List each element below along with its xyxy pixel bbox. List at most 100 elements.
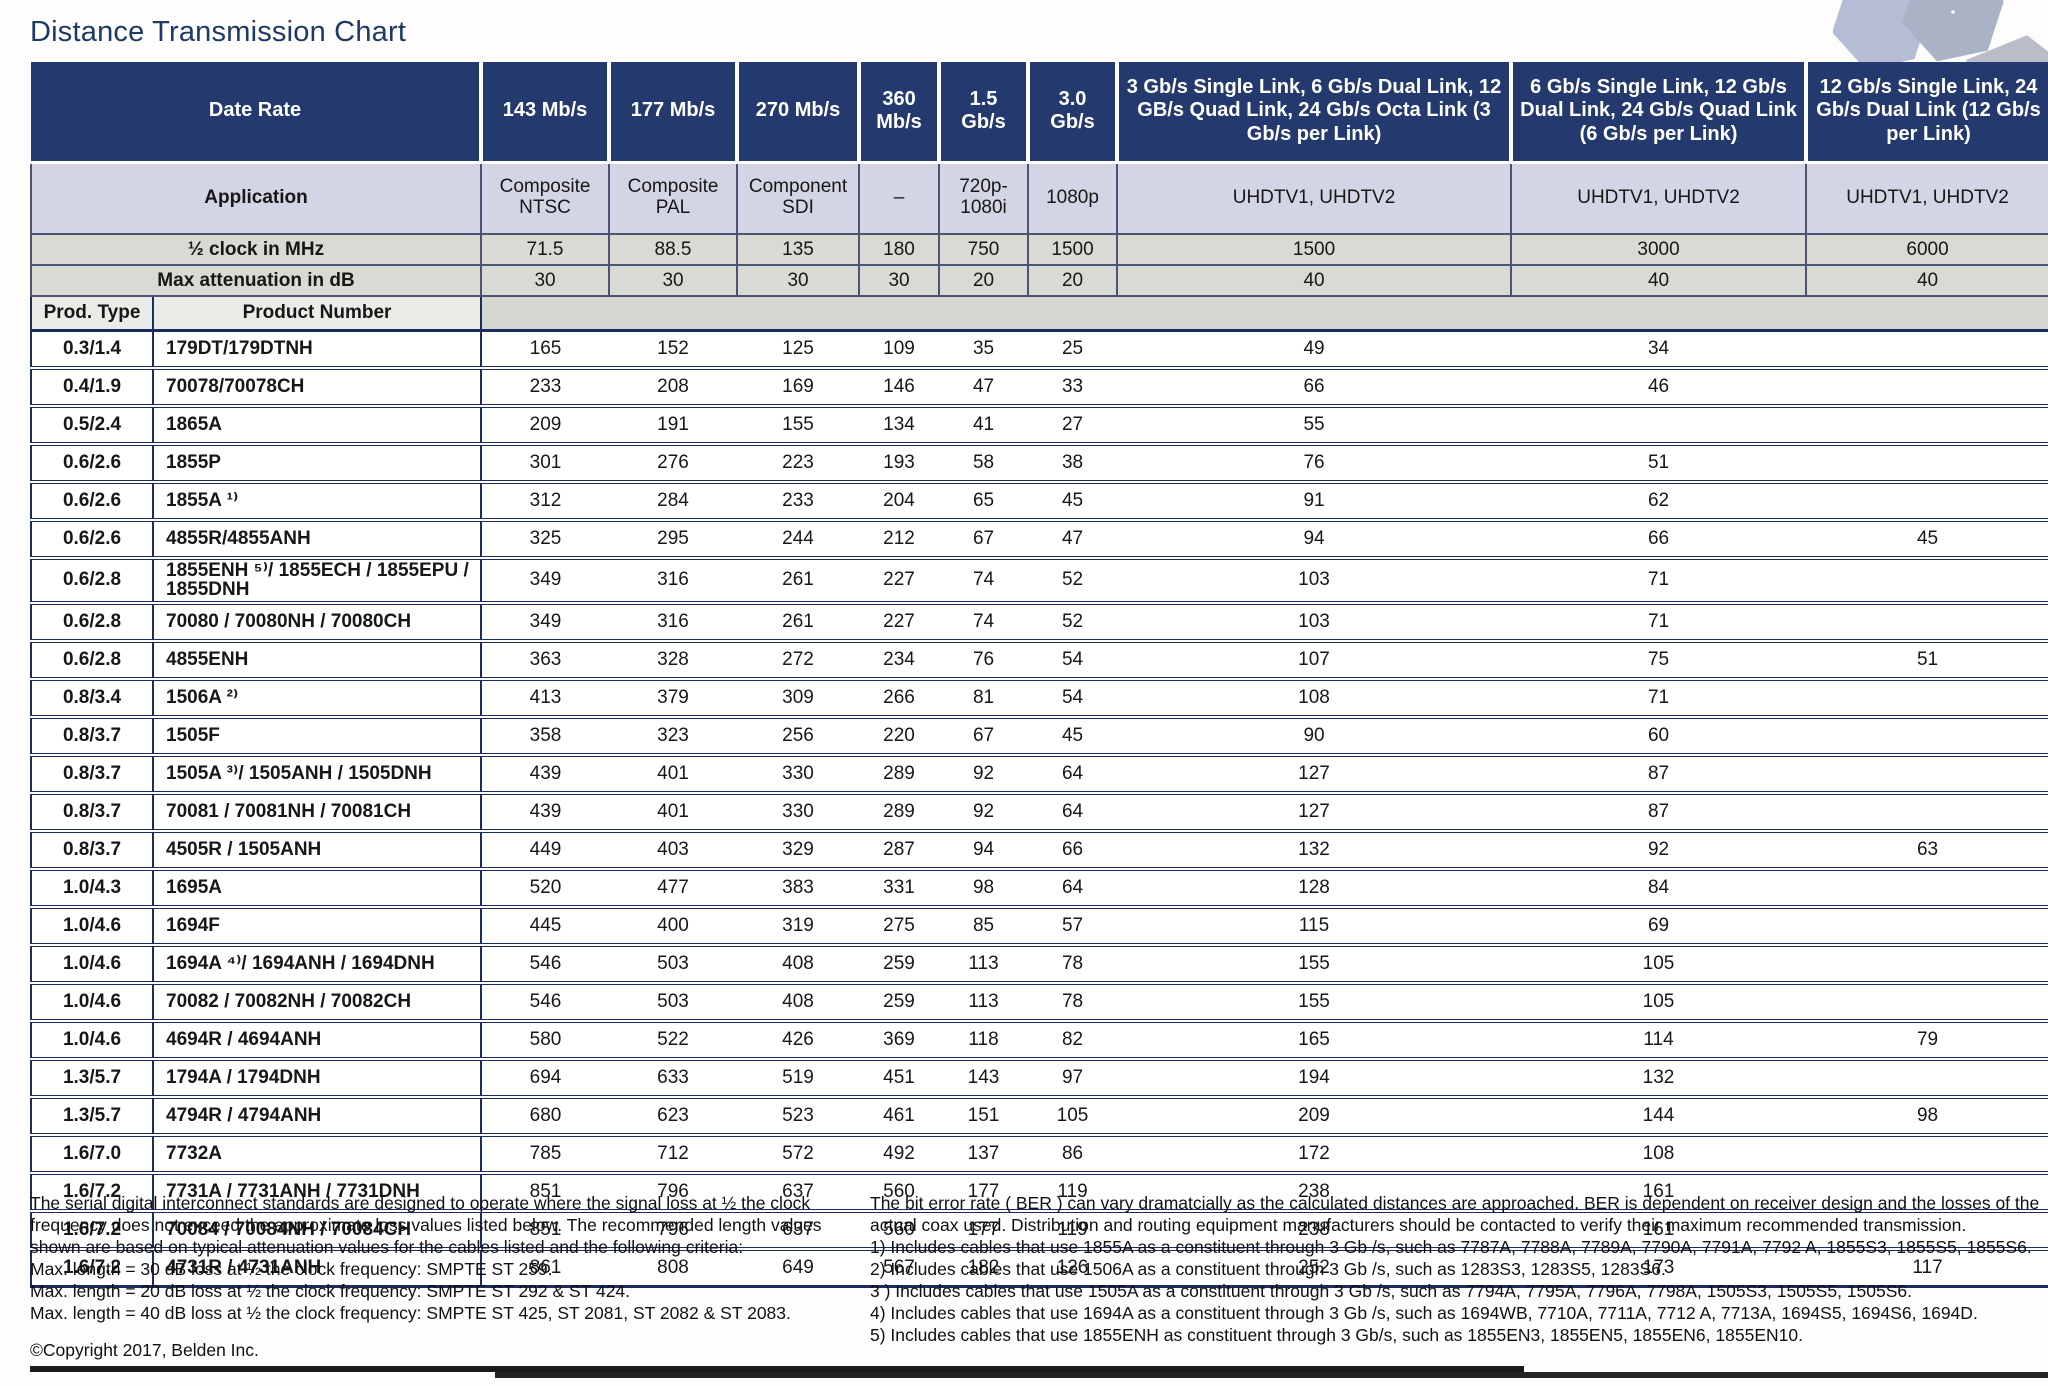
table-row: 0.4/1.9 70078/70078CH 233 208 169 146 47 33 66 46 xyxy=(30,367,2048,408)
data-rate-header-cell: 6 Gb/s Single Link, 12 Gb/s Dual Link, 2… xyxy=(1511,62,1809,162)
table-row: 1.6/7.2 4731R / 4731ANH 861 808 649 567 182 126… xyxy=(30,1249,2048,1289)
max-attenuation-cell: 20 xyxy=(1027,264,1119,297)
product-number-cell: 1855P xyxy=(153,443,483,484)
distance-value-cell: 75 xyxy=(1511,641,1807,682)
distance-value-cell: 91 xyxy=(1117,481,1512,522)
distance-value-cell: 49 xyxy=(1117,330,1512,370)
distance-value-cell: 90 xyxy=(1117,717,1512,758)
distance-value-cell xyxy=(1806,443,2048,484)
distance-value-cell: 191 xyxy=(609,405,738,446)
numbered-footnote-lines: 1) Includes cables that use 1855A as a c… xyxy=(870,1236,2044,1346)
table-row: 0.8/3.7 1505A ³⁾/ 1505ANH / 1505DNH 439 401… xyxy=(30,755,2048,796)
distance-value-cell: 401 xyxy=(609,755,738,796)
distance-value-cell: 94 xyxy=(939,831,1029,872)
distance-value-cell: 161 xyxy=(1511,1173,1807,1214)
data-rate-header-cell: 270 Mb/s xyxy=(737,62,862,162)
distance-value-cell: 51 xyxy=(1511,443,1807,484)
max-attenuation-cell: 30 xyxy=(608,264,739,297)
distance-value-cell: 78 xyxy=(1028,945,1118,986)
max-attenuation-cell: 40 xyxy=(1116,264,1513,297)
half-clock-cell: 1500 xyxy=(1116,233,1513,266)
distance-value-cell: 477 xyxy=(609,869,738,910)
prod-type-cell: 0.6/2.8 xyxy=(30,557,154,606)
distance-value-cell: 66 xyxy=(1511,519,1807,560)
distance-value-cell: 125 xyxy=(737,330,860,370)
distance-value-cell: 165 xyxy=(1117,1021,1512,1062)
table-row: 1.0/4.6 70082 / 70082NH / 70082CH 546 503 40… xyxy=(30,983,2048,1024)
max-attenuation-row: Max attenuation in dB 30 30 30 30 20 20 40 40 40 xyxy=(29,264,2048,297)
distance-value-cell: 79 xyxy=(1806,1021,2048,1062)
product-number-cell: 1505A ³⁾/ 1505ANH / 1505DNH xyxy=(153,755,483,796)
prod-type-cell: 0.6/2.6 xyxy=(30,519,154,560)
prod-type-cell: 0.6/2.6 xyxy=(30,481,154,522)
distance-value-cell: 256 xyxy=(737,717,860,758)
half-clock-cell: 750 xyxy=(938,233,1030,266)
distance-value-cell: 785 xyxy=(481,1135,610,1176)
distance-value-cell: 400 xyxy=(609,907,738,948)
distance-value-cell: 330 xyxy=(737,755,860,796)
distance-value-cell: 134 xyxy=(859,405,940,446)
prod-type-cell: 0.5/2.4 xyxy=(30,405,154,446)
distance-value-cell: 694 xyxy=(481,1059,610,1100)
distance-value-cell: 177 xyxy=(939,1211,1029,1252)
distance-value-cell: 209 xyxy=(481,405,610,446)
table-row: 1.6/7.0 7732A 785 712 572 492 137 86 172 108 xyxy=(30,1135,2048,1176)
max-attenuation-cell: 30 xyxy=(480,264,611,297)
prod-type-cell: 0.6/2.8 xyxy=(30,603,154,644)
product-number-cell: 4855R/4855ANH xyxy=(153,519,483,560)
table-row: 1.6/7.2 7731A / 7731ANH / 7731DNH 851 796 63… xyxy=(30,1173,2048,1214)
distance-value-cell: 223 xyxy=(737,443,860,484)
distance-value-cell: 289 xyxy=(859,755,940,796)
table-row: 1.0/4.6 4694R / 4694ANH 580 522 426 369 118 82 1… xyxy=(30,1021,2048,1062)
distance-value-cell: 103 xyxy=(1117,603,1512,644)
product-number-cell: 1694F xyxy=(153,907,483,948)
prod-type-cell: 1.0/4.3 xyxy=(30,869,154,910)
table-row: 1.0/4.6 1694A ⁴⁾/ 1694ANH / 1694DNH 546 503… xyxy=(30,945,2048,986)
distance-value-cell: 546 xyxy=(481,983,610,1024)
distance-value-cell: 27 xyxy=(1028,405,1118,446)
table-row: 1.0/4.3 1695A 520 477 383 331 98 64 128 84 xyxy=(30,869,2048,910)
table-row: 0.6/2.8 4855ENH 363 328 272 234 76 54 107 75 51 xyxy=(30,641,2048,682)
distance-value-cell: 94 xyxy=(1117,519,1512,560)
distance-value-cell: 45 xyxy=(1028,481,1118,522)
distance-value-cell: 66 xyxy=(1028,831,1118,872)
distance-value-cell: 182 xyxy=(939,1249,1029,1289)
distance-value-cell: 118 xyxy=(939,1021,1029,1062)
distance-value-cell: 52 xyxy=(1028,557,1118,606)
product-number-cell: 70078/70078CH xyxy=(153,367,483,408)
distance-value-cell: 119 xyxy=(1028,1173,1118,1214)
distance-value-cell xyxy=(1806,481,2048,522)
max-attenuation-cell: 20 xyxy=(938,264,1030,297)
data-rate-label: Date Rate xyxy=(31,62,484,162)
distance-value-cell: 76 xyxy=(939,641,1029,682)
application-cell: 720p- 1080i xyxy=(938,160,1030,235)
data-rate-header-row: Date Rate 143 Mb/s 177 Mb/s 270 Mb/s 360 Mb… xyxy=(31,62,2048,162)
footnotes-left: The serial digital interconnect standard… xyxy=(30,1192,842,1361)
max-attenuation-cell: 30 xyxy=(858,264,941,297)
max-attenuation-label: Max attenuation in dB xyxy=(29,264,483,297)
distance-value-cell: 272 xyxy=(737,641,860,682)
numbered-footnote-line: 2) Includes cables that use 1506A as a c… xyxy=(870,1259,1666,1280)
distance-value-cell: 522 xyxy=(609,1021,738,1062)
distance-value-cell: 238 xyxy=(1117,1173,1512,1214)
distance-value-cell: 220 xyxy=(859,717,940,758)
distance-value-cell: 523 xyxy=(737,1097,860,1138)
distance-value-cell: 861 xyxy=(481,1249,610,1289)
prod-type-cell: 0.8/3.7 xyxy=(30,831,154,872)
product-number-header: Product Number xyxy=(151,296,483,332)
distance-value-cell: 227 xyxy=(859,557,940,606)
distance-value-cell: 316 xyxy=(609,557,738,606)
distance-value-cell: 449 xyxy=(481,831,610,872)
data-rate-header-cell: 3.0 Gb/s xyxy=(1028,62,1120,162)
distance-value-cell: 69 xyxy=(1511,907,1807,948)
distance-value-cell: 520 xyxy=(481,869,610,910)
distance-value-cell xyxy=(1806,983,2048,1024)
distance-value-cell: 71 xyxy=(1511,679,1807,720)
product-number-cell: 1694A ⁴⁾/ 1694ANH / 1694DNH xyxy=(153,945,483,986)
distance-value-cell: 413 xyxy=(481,679,610,720)
distance-value-cell: 82 xyxy=(1028,1021,1118,1062)
distance-value-cell: 244 xyxy=(737,519,860,560)
distance-value-cell: 81 xyxy=(939,679,1029,720)
table-row: 1.3/5.7 4794R / 4794ANH 680 623 523 461 151 105… xyxy=(30,1097,2048,1138)
distance-value-cell: 289 xyxy=(859,793,940,834)
